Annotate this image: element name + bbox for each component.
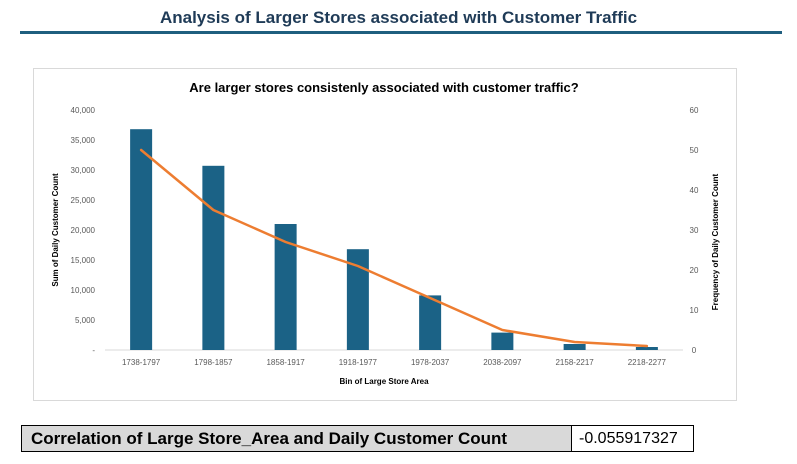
y-tick-label: 25,000 bbox=[71, 196, 96, 205]
y2-axis-label: Frequency of Daily Customer Count bbox=[711, 173, 720, 310]
y2-tick-label: 60 bbox=[690, 106, 699, 115]
x-tick-label: 2158-2217 bbox=[555, 358, 594, 367]
correlation-label: Correlation of Large Store_Area and Dail… bbox=[21, 425, 571, 452]
y-tick-label: 10,000 bbox=[71, 286, 96, 295]
x-tick-label: 1798-1857 bbox=[194, 358, 233, 367]
page-title: Analysis of Larger Stores associated wit… bbox=[159, 8, 638, 27]
correlation-value[interactable]: -0.055917327 bbox=[571, 425, 694, 452]
bar bbox=[130, 129, 153, 350]
x-axis-label: Bin of Large Store Area bbox=[339, 377, 429, 386]
bar bbox=[563, 344, 586, 350]
x-tick-label: 1918-1977 bbox=[339, 358, 378, 367]
chart-title: Are larger stores consistenly associated… bbox=[189, 80, 578, 95]
bar bbox=[419, 295, 442, 350]
frequency-line bbox=[139, 148, 649, 348]
correlation-row: Correlation of Large Store_Area and Dail… bbox=[21, 425, 694, 452]
y-tick-label: 40,000 bbox=[71, 106, 96, 115]
title-divider bbox=[20, 31, 782, 34]
y2-tick-label: 20 bbox=[690, 266, 699, 275]
bar bbox=[491, 332, 514, 350]
y-tick-label: 35,000 bbox=[71, 136, 96, 145]
bar bbox=[635, 347, 658, 350]
y-tick-label: 5,000 bbox=[75, 316, 96, 325]
bar bbox=[274, 224, 297, 350]
y2-tick-label: 30 bbox=[690, 226, 699, 235]
y-tick-label: 30,000 bbox=[71, 166, 96, 175]
x-tick-label: 1978-2037 bbox=[411, 358, 450, 367]
bar bbox=[346, 249, 369, 350]
y-tick-label: 20,000 bbox=[71, 226, 96, 235]
y2-tick-label: 0 bbox=[692, 346, 697, 355]
combo-chart: Are larger stores consistenly associated… bbox=[51, 80, 720, 386]
y2-tick-label: 40 bbox=[690, 186, 699, 195]
x-tick-label: 2218-2277 bbox=[628, 358, 667, 367]
y-tick-label: - bbox=[92, 346, 95, 355]
y2-tick-label: 10 bbox=[690, 306, 699, 315]
y2-tick-label: 50 bbox=[690, 146, 699, 155]
bar bbox=[202, 165, 225, 350]
x-tick-label: 2038-2097 bbox=[483, 358, 522, 367]
x-tick-label: 1738-1797 bbox=[122, 358, 161, 367]
x-tick-label: 1858-1917 bbox=[266, 358, 305, 367]
y-axis-label: Sum of Daily Customer Count bbox=[51, 173, 60, 287]
y-tick-label: 15,000 bbox=[71, 256, 96, 265]
chart-area[interactable]: Are larger stores consistenly associated… bbox=[33, 68, 737, 401]
